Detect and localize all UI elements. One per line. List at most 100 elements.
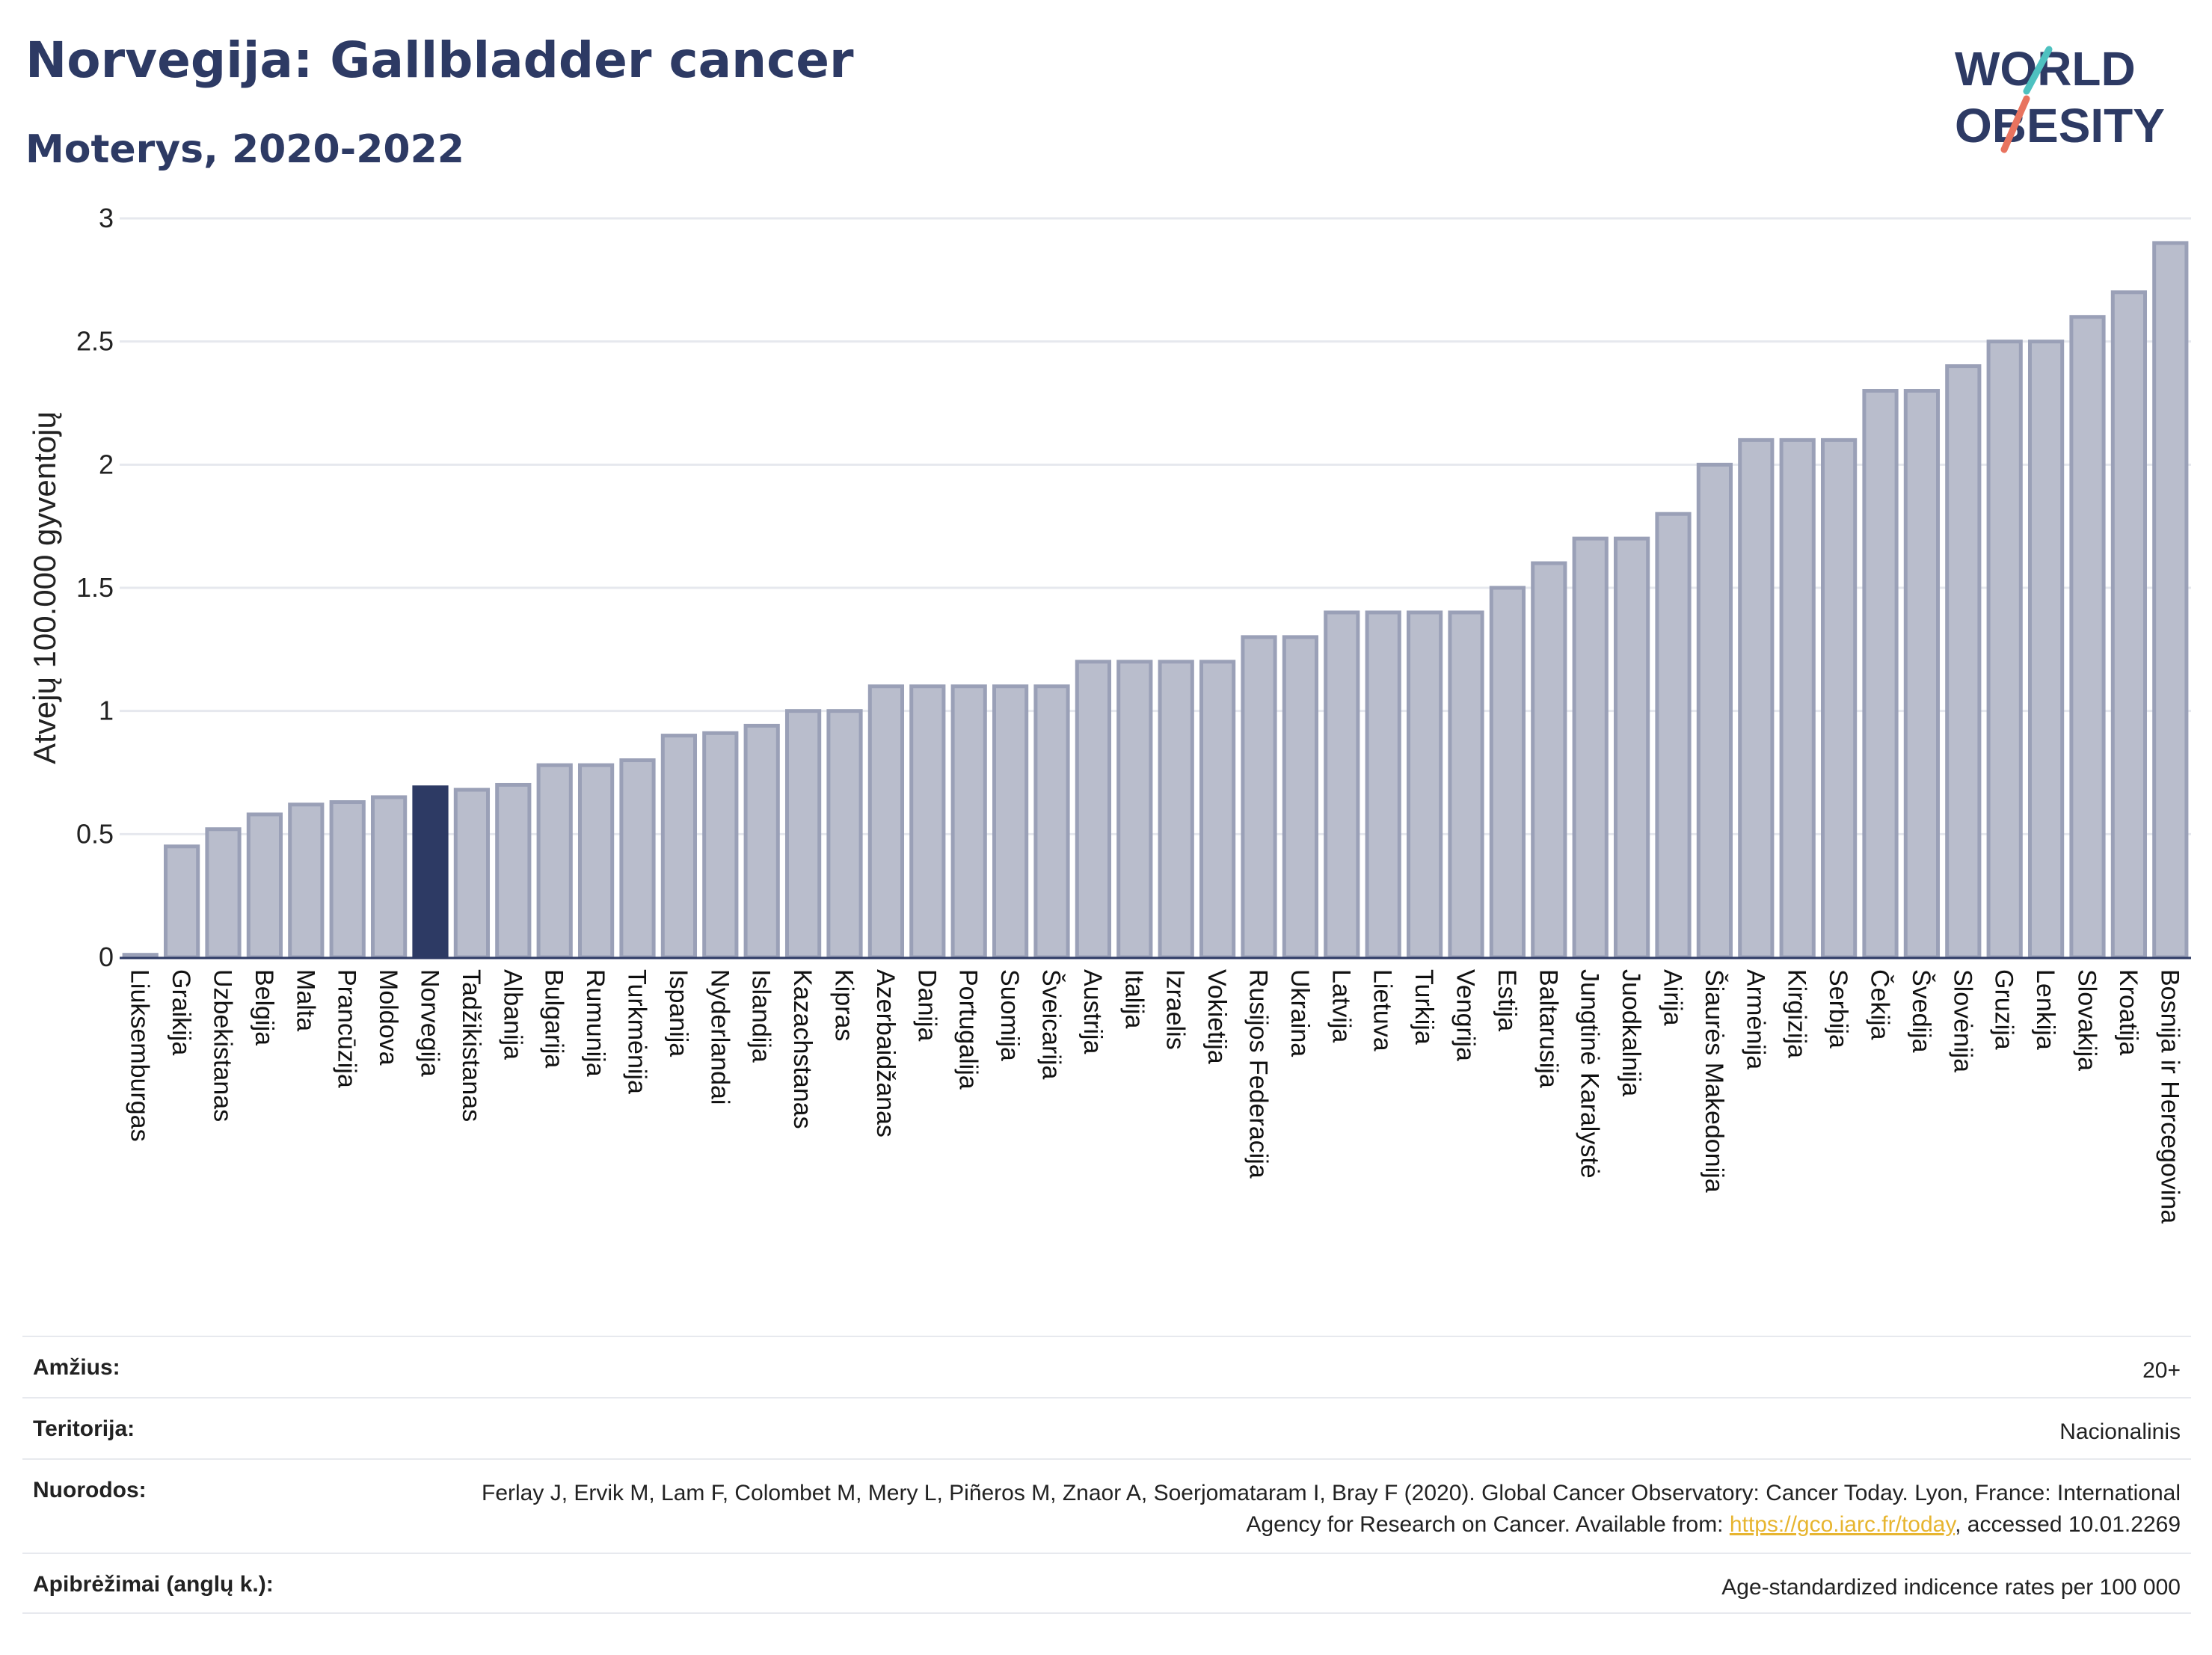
x-tick-label: Juodkalnija (1617, 969, 1645, 1096)
x-tick-label: Italija (1119, 969, 1148, 1028)
logo-slash-teal (2023, 46, 2053, 95)
x-tick-label: Liuksemburgas (126, 969, 154, 1142)
x-tick-label: Suomija (995, 969, 1024, 1061)
definitions-value: Age-standardized indicence rates per 100… (1721, 1575, 2181, 1600)
info-row-age: Amžius: 20+ (22, 1336, 2191, 1397)
bar (288, 802, 325, 959)
logo-word-2: OBESITY (1955, 99, 2165, 153)
logo-slash-coral (2000, 95, 2030, 153)
bar (826, 709, 863, 959)
x-tick-label: Moldova (374, 969, 402, 1066)
bar (495, 782, 532, 959)
bar (1738, 437, 1775, 959)
x-tick-label: Islandija (747, 969, 775, 1063)
x-tick-label: Izraelis (1161, 969, 1190, 1050)
x-tick-label: Ispanija (664, 969, 692, 1057)
x-tick-label: Belgija (250, 969, 278, 1045)
bar (453, 787, 491, 959)
x-tick-label: Vokietija (1202, 969, 1231, 1064)
bar (1655, 512, 1692, 959)
bar (577, 763, 615, 959)
x-tick-label: Azerbaidžanas (871, 969, 900, 1137)
x-tick-label: Jungtinė Karalystė (1576, 969, 1604, 1179)
bar (950, 684, 987, 959)
x-tick-label: Čekija (1866, 969, 1894, 1040)
bar (619, 758, 656, 959)
bar (1945, 364, 1982, 959)
bar-chart: 0 0.5 1 1.5 2 2.5 3 Atvejų 100.000 gyventojų Liu… (27, 203, 2191, 1223)
references-value: Ferlay J, Ervik M, Lam F, Colombet M, Me… (461, 1478, 2181, 1541)
x-tick-label: Kroatija (2114, 969, 2142, 1055)
bar (329, 800, 366, 959)
bar (205, 827, 242, 959)
x-tick-label: Kipras (830, 969, 858, 1041)
x-tick-label: Graikija (167, 969, 195, 1055)
x-tick-label: Armėnija (1741, 969, 1769, 1069)
bar (784, 709, 822, 959)
age-value: 20+ (2142, 1358, 2181, 1383)
x-tick-label: Kazachstanas (788, 969, 817, 1129)
y-axis-label: Atvejų 100.000 gyventojų (27, 411, 62, 764)
bar (1324, 610, 1360, 959)
x-tick-label: Slovėnija (1948, 969, 1976, 1072)
x-tick-label: Ukraina (1285, 969, 1314, 1057)
x-tick-label: Švedija (1907, 969, 1935, 1053)
bar (1365, 610, 1401, 959)
info-table: Amžius: 20+ Teritorija: Nacionalinis Nuo… (22, 1336, 2191, 1614)
bar (1406, 610, 1443, 959)
x-tick-label: Albanija (498, 969, 526, 1060)
bar (1033, 684, 1070, 959)
x-tick-label: Uzbekistanas (209, 969, 237, 1122)
bar (867, 684, 905, 959)
x-tick-label: Latvija (1327, 969, 1355, 1043)
bar (1572, 536, 1609, 959)
y-tick-label: 3 (99, 203, 114, 233)
x-tick-label: Vengrija (1451, 969, 1480, 1061)
bar (1241, 635, 1277, 959)
x-tick-label: Nyderlandai (705, 969, 734, 1105)
bar (1075, 660, 1112, 959)
y-tick-label: 1.5 (76, 572, 114, 603)
bar (2110, 290, 2148, 959)
x-tick-label: Airija (1659, 969, 1687, 1026)
x-tick-label: Portugalija (954, 969, 983, 1090)
bar (743, 723, 780, 959)
y-tick-label: 0 (99, 942, 114, 972)
bar (1613, 536, 1650, 959)
x-tick-label: Serbija (1824, 969, 1852, 1048)
y-tick-label: 0.5 (76, 818, 114, 849)
bar (1903, 389, 1941, 959)
info-row-references: Nuorodos: Ferlay J, Ervik M, Lam F, Colo… (22, 1458, 2191, 1553)
territory-label: Teritorija: (33, 1416, 135, 1441)
references-text: Ferlay J, Ervik M, Lam F, Colombet M, Me… (482, 1481, 2181, 1537)
info-row-territory: Teritorija: Nacionalinis (22, 1397, 2191, 1458)
x-tick-label: Prancūzija (333, 969, 361, 1088)
bar (1116, 660, 1153, 959)
x-tick-label: Gruzija (1990, 969, 2018, 1050)
bar (163, 844, 200, 959)
y-tick-label: 2.5 (76, 326, 114, 357)
x-tick-label: Rusijos Federacija (1244, 969, 1273, 1179)
world-obesity-logo: WORLD OBESITY (1955, 42, 2165, 153)
bar (1158, 660, 1194, 959)
x-tick-label: Estija (1493, 969, 1521, 1031)
x-tick-label: Baltarusija (1534, 969, 1562, 1088)
bar (1531, 561, 1567, 959)
references-link[interactable]: https://gco.iarc.fr/today (1729, 1512, 1956, 1537)
bar (2152, 241, 2189, 959)
x-tick-label: Malta (291, 969, 319, 1031)
bar-highlighted (412, 785, 449, 959)
bar (2069, 315, 2106, 959)
y-tick-label: 2 (99, 449, 114, 479)
bar (2027, 340, 2065, 959)
x-tick-label: Šveicarija (1037, 969, 1066, 1079)
bar (660, 734, 698, 959)
bar (1820, 437, 1858, 959)
x-tick-label: Bosnija ir Hercegovina (2155, 969, 2184, 1223)
bar (1489, 586, 1526, 959)
bar (1779, 437, 1816, 959)
references-accessed: , accessed 10.01.2269 (1955, 1512, 2181, 1537)
bar (1199, 660, 1236, 959)
x-tick-label: Bulgarija (540, 969, 568, 1068)
y-tick-label: 1 (99, 696, 114, 726)
